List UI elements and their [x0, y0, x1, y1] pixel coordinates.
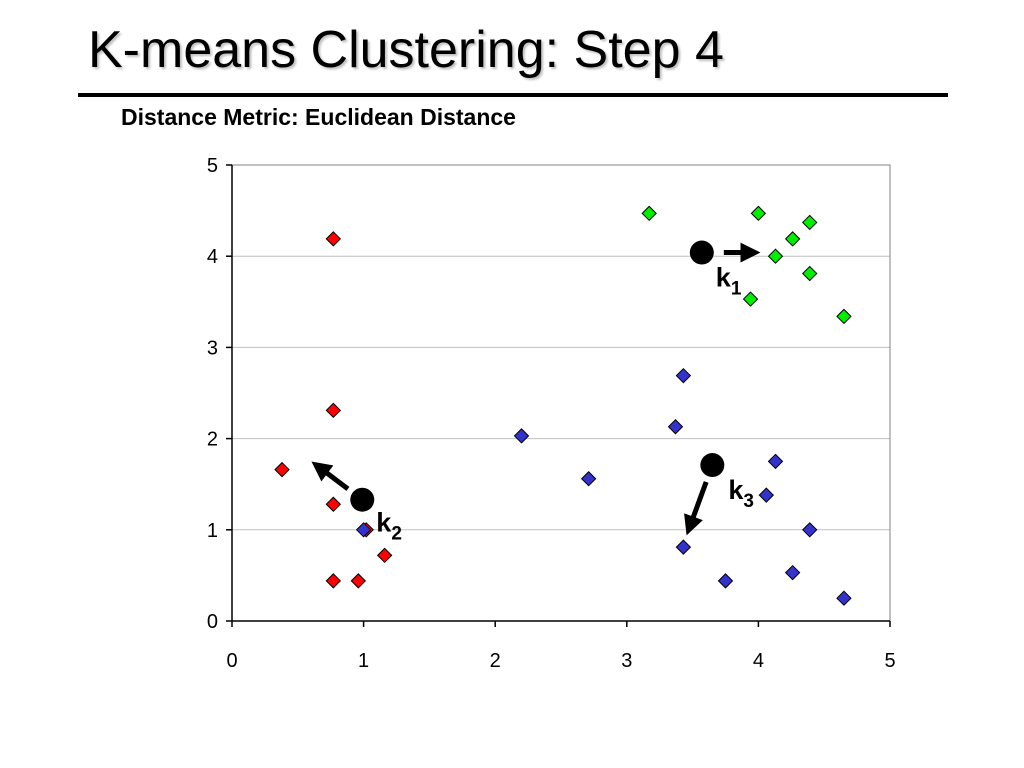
centroid-label-letter: k: [716, 263, 732, 293]
data-point-k3-3: [675, 367, 692, 384]
data-point-k3-10: [784, 564, 801, 581]
data-point-k3-1: [513, 428, 530, 444]
data-point-k3-0: [355, 522, 372, 538]
data-point-k2-0: [325, 231, 342, 247]
data-point-k3-8: [675, 539, 692, 555]
centroid-k2: [350, 487, 375, 512]
centroid-label-subscript: 1: [731, 279, 742, 300]
centroid-label-subscript: 2: [391, 524, 402, 545]
x-tick-label-1: 1: [358, 650, 369, 672]
data-point-k2-3: [325, 496, 342, 512]
y-tick-label-1: 1: [207, 520, 218, 542]
slide-subtitle: Distance Metric: Euclidean Distance: [121, 104, 516, 130]
y-tick-label-3: 3: [207, 337, 218, 359]
data-point-k3-5: [767, 453, 784, 470]
data-point-k1-2: [802, 214, 818, 231]
data-point-k2-6: [325, 573, 342, 589]
centroid-label-letter: k: [376, 508, 392, 538]
axes: 0 1 2 3 4 5 0 1 2 3 4 5: [207, 155, 896, 672]
data-point-k2-7: [350, 573, 367, 589]
data-point-k3-6: [758, 487, 775, 503]
data-point-k1-3: [784, 231, 801, 247]
centroid-k3: [700, 453, 725, 478]
data-point-k1-6: [742, 291, 759, 307]
centroid-arrow-k3: [684, 481, 709, 536]
centroid-label-k3: k3: [728, 475, 754, 512]
y-tick-label-5: 5: [207, 155, 218, 177]
x-tick-label-0: 0: [226, 650, 237, 672]
data-point-k3-2: [580, 471, 597, 487]
centroid-label-letter: k: [728, 475, 744, 505]
data-point-k3-4: [667, 419, 684, 435]
y-tick-label-4: 4: [207, 246, 218, 268]
x-tick-label-2: 2: [490, 650, 501, 672]
data-point-k3-7: [802, 522, 818, 538]
centroid-k1: [689, 240, 714, 265]
data-point-k1-1: [750, 205, 767, 222]
data-point-k1-0: [641, 205, 657, 222]
y-tick-label-2: 2: [207, 429, 218, 451]
data-point-k2-5: [376, 547, 393, 564]
centroid-label-k2: k2: [376, 508, 402, 545]
centroid-label-subscript: 3: [743, 491, 754, 512]
y-tick-label-0: 0: [207, 611, 218, 633]
title-underline: [78, 93, 948, 97]
data-point-k2-2: [274, 461, 290, 478]
x-tick-label-5: 5: [884, 650, 895, 672]
centroid-label-k1: k1: [716, 263, 742, 300]
data-points: [274, 205, 852, 606]
x-tick-label-3: 3: [621, 650, 632, 672]
data-point-k1-4: [767, 248, 784, 264]
data-point-k3-11: [836, 590, 852, 606]
data-point-k3-9: [717, 573, 734, 589]
data-point-k1-7: [836, 308, 852, 325]
slide-title: K-means Clustering: Step 4: [88, 21, 724, 79]
x-tick-label-4: 4: [753, 650, 764, 672]
centroid-arrow-k2: [311, 461, 350, 491]
data-point-k2-1: [325, 402, 342, 419]
data-point-k1-5: [802, 265, 818, 282]
